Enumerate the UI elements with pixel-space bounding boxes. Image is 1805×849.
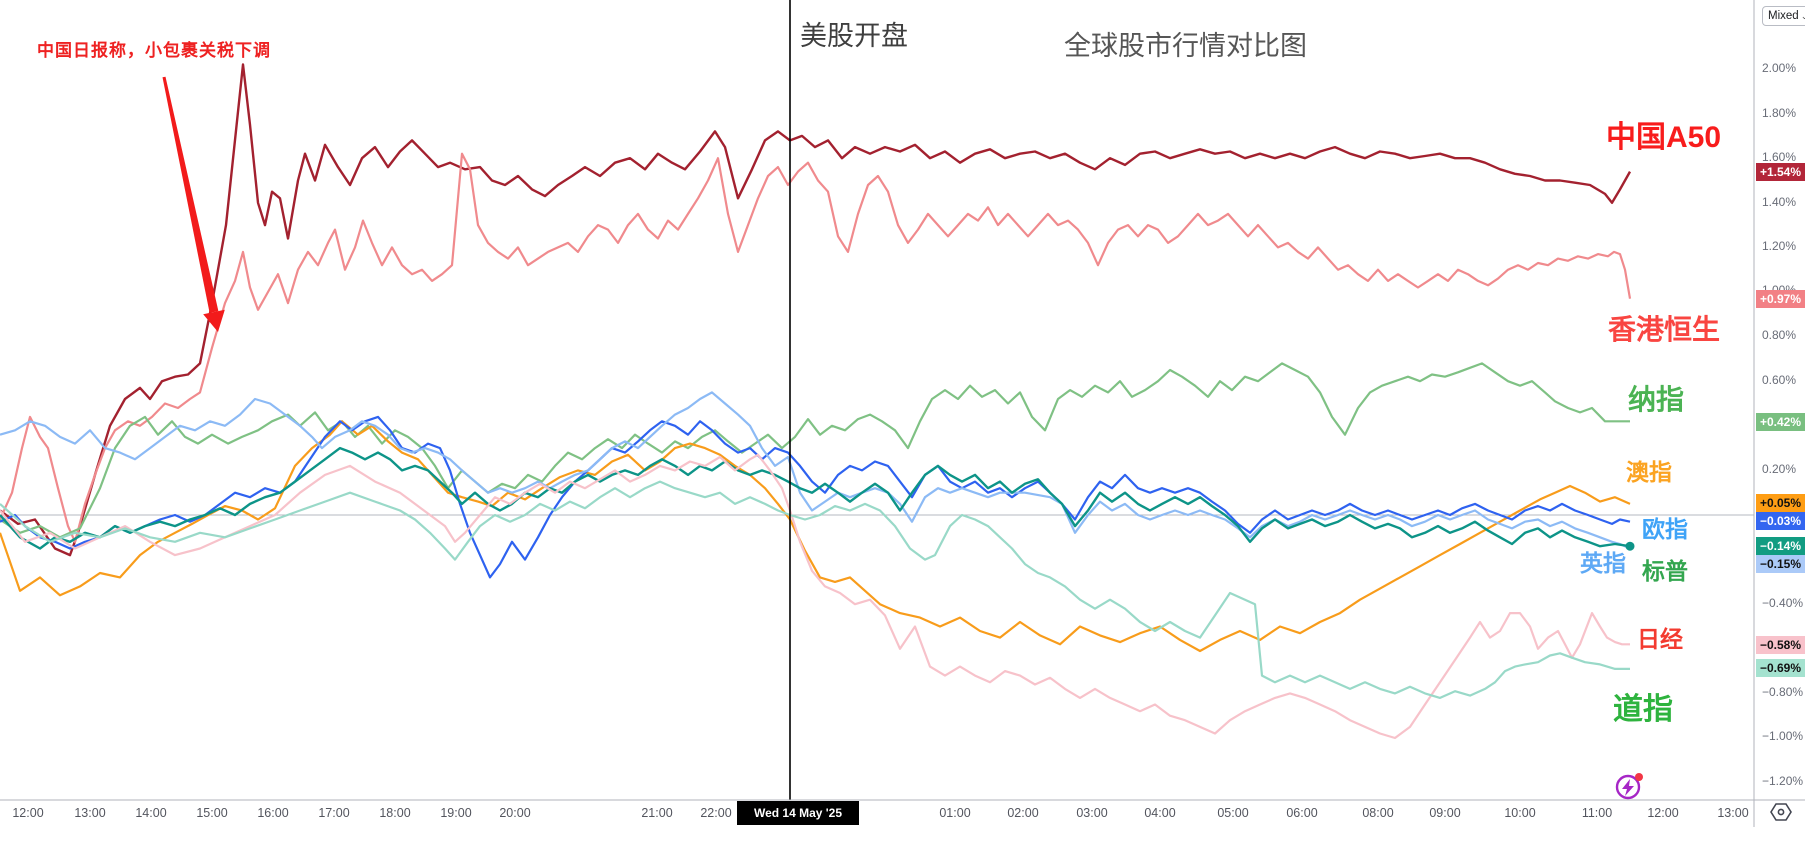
annotation-arrow (162, 76, 225, 332)
x-tick-label: 18:00 (379, 806, 411, 820)
series-label-europe[interactable]: 欧指 (1642, 516, 1688, 542)
price-badge: −0.15% (1756, 555, 1805, 573)
x-tick-label: 08:00 (1362, 806, 1394, 820)
price-chart-canvas[interactable] (0, 0, 1805, 827)
crosshair-date-badge: Wed 14 May '25 23:15 (737, 801, 859, 844)
x-tick-label: 12:00 (1647, 806, 1679, 820)
y-tick-label: 1.40% (1762, 195, 1797, 209)
x-tick-label: 04:00 (1144, 806, 1176, 820)
price-badge: −0.58% (1756, 636, 1805, 654)
x-tick-label: 03:00 (1076, 806, 1108, 820)
series-label-uk[interactable]: 英指 (1580, 550, 1626, 576)
price-badge: −0.03% (1756, 512, 1805, 530)
y-tick-label: −1.20% (1762, 774, 1804, 788)
x-tick-label: 17:00 (318, 806, 350, 820)
series-label-dow[interactable]: 道指 (1613, 693, 1673, 726)
x-tick-label: 15:00 (196, 806, 228, 820)
mixed-dropdown[interactable]: Mixed ⌄ (1762, 6, 1805, 26)
x-tick-label: 21:00 (641, 806, 673, 820)
series-line-标普[interactable] (0, 446, 1631, 550)
x-tick-label: 02:00 (1007, 806, 1039, 820)
series-lines (0, 63, 1635, 740)
x-tick-label: 14:00 (135, 806, 167, 820)
series-end-dot (1625, 541, 1635, 551)
y-tick-label: −0.40% (1762, 596, 1804, 610)
news-annotation: 中国日报称，小包裹关税下调 (37, 41, 271, 60)
series-label-sp[interactable]: 标普 (1642, 558, 1688, 584)
x-tick-label: 11:00 (1581, 806, 1613, 820)
flash-event-icon[interactable] (1615, 773, 1643, 800)
price-badge: −0.14% (1756, 537, 1805, 555)
y-tick-label: 1.60% (1762, 150, 1797, 164)
x-tick-label: 12:00 (12, 806, 44, 820)
x-tick-label: 19:00 (440, 806, 472, 820)
series-line-道指[interactable] (0, 480, 1630, 700)
series-label-aussie[interactable]: 澳指 (1626, 459, 1672, 485)
series-line-香港恒生[interactable] (0, 152, 1632, 543)
y-tick-label: 1.80% (1762, 106, 1797, 120)
price-badge: −0.69% (1756, 659, 1805, 677)
series-line-中国A50[interactable] (0, 63, 1632, 557)
y-tick-label: −1.00% (1762, 729, 1804, 743)
us-open-label: 美股开盘 (800, 21, 908, 51)
y-tick-label: 0.60% (1762, 373, 1797, 387)
chart-stage: 中国日报称，小包裹关税下调 美股开盘 全球股市行情对比图 Mixed ⌄ Wed … (0, 0, 1805, 827)
series-label-hangseng[interactable]: 香港恒生 (1608, 314, 1721, 345)
x-tick-label: 20:00 (499, 806, 531, 820)
y-tick-label: −0.80% (1762, 685, 1804, 699)
series-label-nikkei[interactable]: 日经 (1637, 626, 1683, 652)
price-badge: +0.42% (1756, 413, 1805, 431)
x-tick-label: 06:00 (1286, 806, 1318, 820)
x-tick-label: 22:00 (700, 806, 732, 820)
series-line-澳指[interactable] (0, 420, 1631, 653)
x-tick-label: 09:00 (1429, 806, 1461, 820)
x-tick-label: 13:00 (74, 806, 106, 820)
axis-settings-icon[interactable] (1770, 803, 1792, 821)
chevron-down-icon: ⌄ (1800, 11, 1805, 21)
price-badge: +0.97% (1756, 290, 1805, 308)
series-line-纳指[interactable] (0, 362, 1630, 539)
mixed-dropdown-label: Mixed (1768, 10, 1799, 22)
page-title: 全球股市行情对比图 (1064, 31, 1307, 61)
x-tick-label: 05:00 (1217, 806, 1249, 820)
y-tick-label: 2.00% (1762, 61, 1797, 75)
price-badge: +0.05% (1756, 494, 1805, 512)
x-tick-label: 16:00 (257, 806, 289, 820)
price-badge: +1.54% (1756, 163, 1805, 181)
series-line-欧指[interactable] (0, 415, 1631, 579)
y-tick-label: 1.20% (1762, 239, 1797, 253)
series-label-nasdaq[interactable]: 纳指 (1628, 384, 1685, 415)
x-tick-label: 10:00 (1504, 806, 1536, 820)
series-line-日经[interactable] (0, 453, 1630, 740)
y-tick-label: 0.80% (1762, 328, 1797, 342)
x-tick-label: 01:00 (939, 806, 971, 820)
y-tick-label: 0.20% (1762, 462, 1797, 476)
series-label-a50[interactable]: 中国A50 (1606, 121, 1722, 154)
series-line-英指[interactable] (0, 391, 1631, 550)
x-tick-label: 13:00 (1717, 806, 1749, 820)
